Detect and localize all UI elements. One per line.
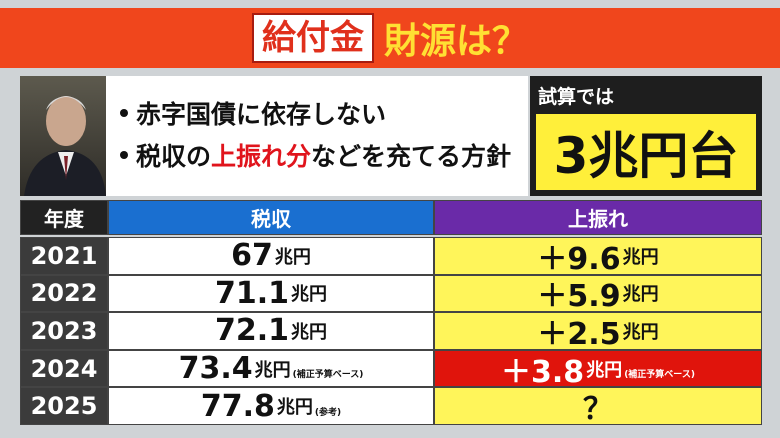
estimate-box: 試算では 3兆円台 <box>530 76 762 196</box>
bullet: 赤字国債に依存しない <box>120 92 528 134</box>
note: (補正予算ベース) <box>292 370 364 381</box>
unit: 兆円 <box>274 246 311 268</box>
note: (参考) <box>314 407 342 418</box>
unit: 兆円 <box>622 321 659 343</box>
header-cell: 上振れ <box>434 200 762 235</box>
bullet-text: などを充てる方針 <box>311 142 512 171</box>
surplus-value: ？ <box>583 392 613 428</box>
bullet: 税収の 上振れ分 などを充てる方針 <box>120 134 528 176</box>
table-row: 2024 73.4 兆円 (補正予算ベース) ＋3.8 兆円 (補正予算ベース) <box>20 349 762 390</box>
surplus-value: ＋9.6 <box>537 241 621 277</box>
estimate-value: 3兆円台 <box>536 114 756 190</box>
table: 年度 税収 上振れ 2021 67 兆円 ＋9.6 兆円 2022 71.1 兆円 ＋5.9 兆円 202… <box>20 200 762 428</box>
note: (補正予算ベース) <box>624 370 695 381</box>
surplus-value: ＋2.5 <box>537 316 621 352</box>
bullet-text: 赤字国債に依存しない <box>136 100 387 129</box>
year-cell: 2022 <box>20 274 108 313</box>
surplus-cell: ＋2.5 兆円 <box>434 312 762 352</box>
header-cell: 税収 <box>108 200 434 235</box>
revenue-value: 77.8 <box>200 388 275 424</box>
bullet-text: 税収の <box>136 142 212 171</box>
header-title: 財源は？ <box>383 21 528 62</box>
header-bar: 給付金 財源は？ <box>0 8 780 68</box>
unit: 兆円 <box>622 284 659 306</box>
surplus-cell: ＋5.9 兆円 <box>434 274 762 314</box>
table-row: 2022 71.1 兆円 ＋5.9 兆円 <box>20 274 762 314</box>
unit: 兆円 <box>586 359 623 381</box>
revenue-value: 71.1 <box>214 275 290 311</box>
year-cell: 2025 <box>20 387 108 425</box>
year-cell: 2023 <box>20 312 108 350</box>
revenue-cell: 77.8 兆円 (参考) <box>108 387 434 425</box>
surplus-cell: ＋9.6 兆円 <box>434 237 762 277</box>
header-row: 年度 税収 上振れ <box>20 200 762 235</box>
speaker-photo <box>20 76 106 196</box>
unit: 兆円 <box>291 321 328 343</box>
unit: 兆円 <box>622 246 659 268</box>
silhouette <box>24 96 106 196</box>
table-row: 2025 77.8 兆円 (参考)？ <box>20 387 762 428</box>
revenue-value: 67 <box>231 238 273 274</box>
header-cell: 年度 <box>20 200 108 235</box>
revenue-value: 73.4 <box>178 351 253 387</box>
revenue-cell: 73.4 兆円 (補正予算ベース) <box>108 349 434 388</box>
header-tag: 給付金 <box>251 13 374 63</box>
year-cell: 2024 <box>20 349 108 388</box>
surplus-value: ＋3.8 <box>501 354 585 390</box>
estimate-label: 試算では <box>538 86 615 108</box>
unit: 兆円 <box>276 397 313 419</box>
unit: 兆円 <box>254 359 291 381</box>
unit: 兆円 <box>291 284 328 306</box>
table-row: 2021 67 兆円 ＋9.6 兆円 <box>20 237 762 277</box>
revenue-value: 72.1 <box>214 313 290 349</box>
surplus-cell: ？ <box>434 387 762 428</box>
bullet-highlight: 上振れ分 <box>211 142 312 171</box>
revenue-cell: 67 兆円 <box>108 237 434 275</box>
surplus-cell: ＋3.8 兆円 (補正予算ベース) <box>434 349 762 390</box>
surplus-value: ＋5.9 <box>537 279 621 315</box>
year-cell: 2021 <box>20 237 108 275</box>
table-row: 2023 72.1 兆円 ＋2.5 兆円 <box>20 312 762 352</box>
bullet-panel: 赤字国債に依存しない 税収の 上振れ分 などを充てる方針 <box>106 76 528 196</box>
revenue-cell: 71.1 兆円 <box>108 274 434 313</box>
revenue-cell: 72.1 兆円 <box>108 312 434 350</box>
